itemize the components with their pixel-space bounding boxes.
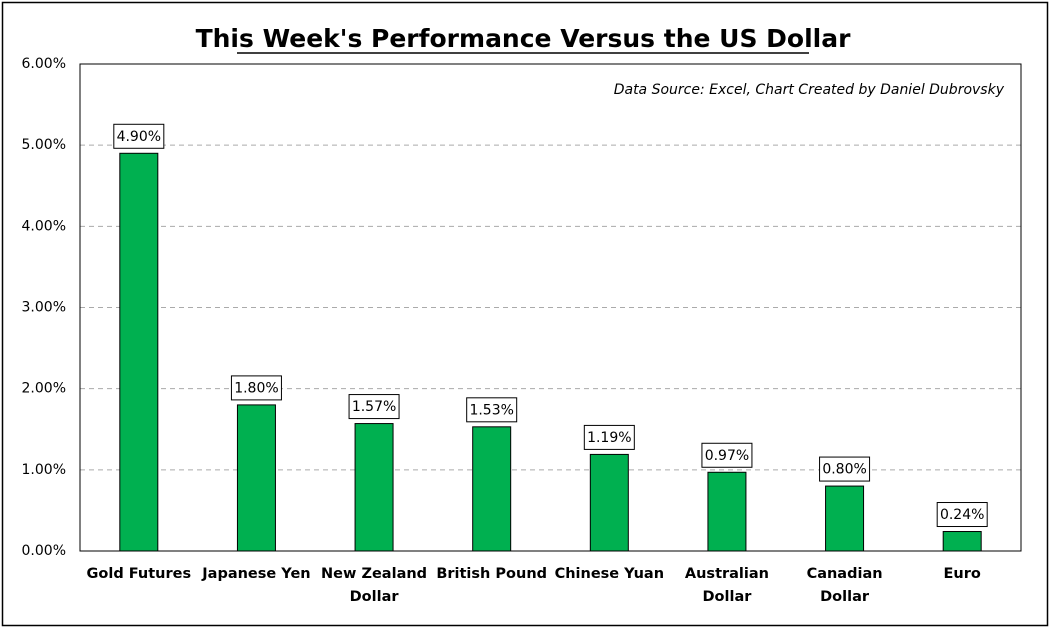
data-label-box bbox=[230, 375, 282, 401]
y-tick-label: 5.00% bbox=[22, 137, 66, 153]
bar bbox=[589, 453, 629, 552]
plot-border bbox=[79, 63, 1022, 552]
data-label-box bbox=[348, 394, 400, 420]
data-label-box bbox=[466, 397, 518, 423]
data-label: 1.57% bbox=[352, 399, 396, 415]
data-label-box bbox=[583, 424, 635, 450]
bar bbox=[472, 426, 512, 552]
bar bbox=[825, 485, 865, 552]
x-tick-label: Chinese Yuan bbox=[554, 566, 665, 582]
x-tick-label: Australian Dollar bbox=[684, 566, 769, 605]
bar bbox=[707, 471, 747, 552]
y-tick-label: 1.00% bbox=[22, 462, 66, 478]
data-label: 0.24% bbox=[940, 507, 984, 523]
bar bbox=[119, 152, 159, 552]
data-label-box bbox=[701, 442, 753, 468]
y-tick-label: 6.00% bbox=[22, 56, 66, 72]
data-label-box bbox=[113, 123, 165, 149]
bar bbox=[942, 531, 982, 552]
annotation: Data Source: Excel, Chart Created by Dan… bbox=[614, 82, 1005, 98]
data-label-box bbox=[936, 502, 988, 528]
x-tick-label: Gold Futures bbox=[86, 566, 192, 582]
y-tick-label: 3.00% bbox=[22, 300, 66, 316]
data-label: 0.80% bbox=[822, 462, 866, 478]
x-tick-label: Japanese Yen bbox=[202, 566, 311, 582]
x-tick-label: Euro bbox=[943, 566, 981, 582]
data-label: 1.19% bbox=[587, 430, 631, 446]
y-tick-label: 0.00% bbox=[22, 543, 66, 559]
data-label: 4.90% bbox=[117, 129, 161, 145]
x-tick-label: Canadian Dollar bbox=[806, 566, 883, 605]
y-tick-label: 4.00% bbox=[22, 218, 66, 234]
x-tick-label: British Pound bbox=[436, 566, 548, 582]
bar bbox=[354, 423, 394, 552]
chart-title: This Week's Performance Versus the US Do… bbox=[196, 24, 852, 53]
data-label: 1.53% bbox=[469, 402, 513, 418]
x-tick-label: New Zealand Dollar bbox=[321, 566, 428, 605]
data-label: 0.97% bbox=[705, 448, 749, 464]
data-label-box bbox=[819, 456, 871, 482]
bar bbox=[236, 404, 276, 552]
y-tick-label: 2.00% bbox=[22, 381, 66, 397]
data-label: 1.80% bbox=[234, 380, 278, 396]
